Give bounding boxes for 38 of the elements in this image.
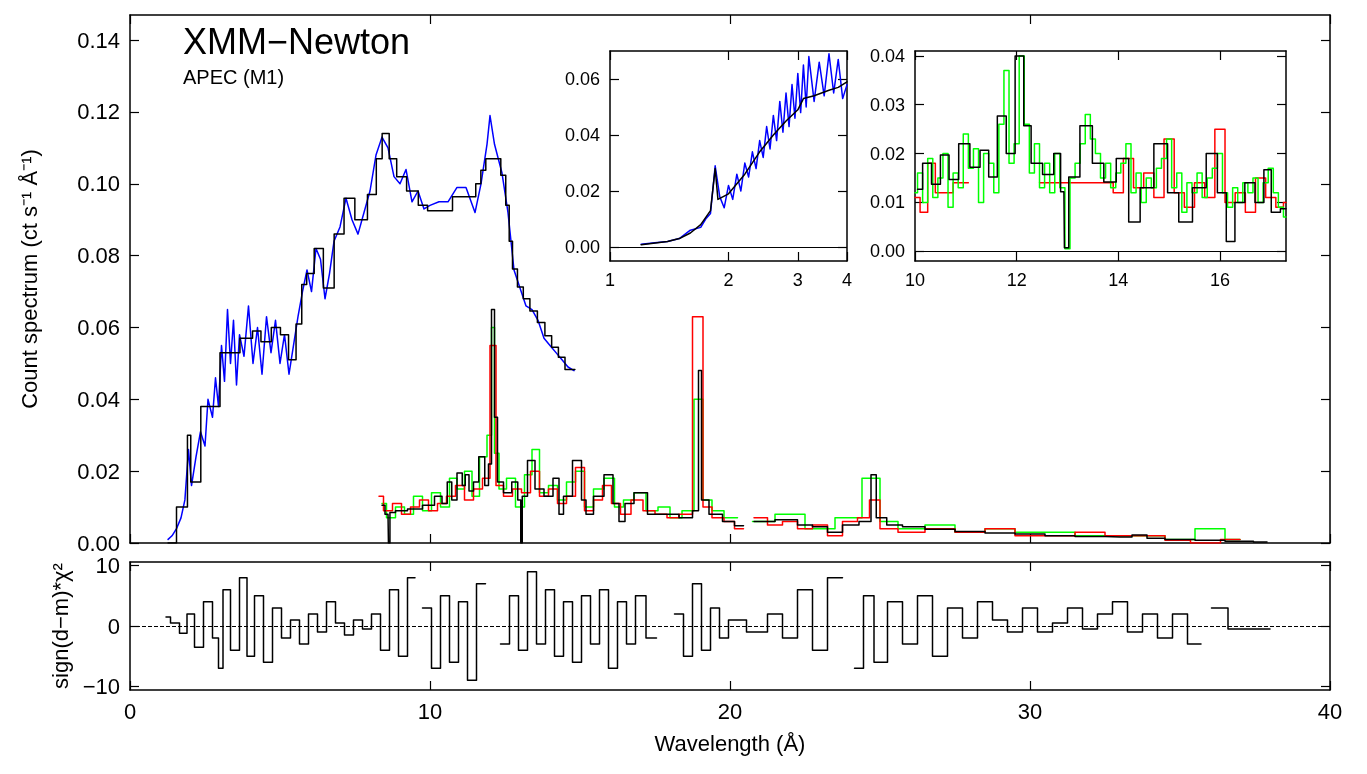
y-tick-label: 0.00 <box>77 530 120 556</box>
y-tick-label: 0 <box>107 613 120 639</box>
y-tick-label: 0.14 <box>77 27 120 53</box>
x-tick-label: 30 <box>1017 698 1043 724</box>
x-tick-label: 12 <box>1006 270 1027 290</box>
x-axis-title: Wavelength (Å) <box>654 730 806 756</box>
x-tick-label: 16 <box>1209 270 1230 290</box>
y-tick-label: 0.04 <box>77 386 120 412</box>
x-tick-label: 3 <box>792 270 803 290</box>
x-tick-label: 2 <box>723 270 734 290</box>
y-tick-label: 0.02 <box>869 143 905 164</box>
y-tick-label: 0.04 <box>564 125 600 145</box>
y-axis-title: Count spectrum (ct s⁻¹ Å⁻¹) <box>16 149 42 409</box>
y-tick-label: 0.04 <box>869 45 905 66</box>
y-tick-label: 0.00 <box>564 237 600 257</box>
x-tick-label: 4 <box>841 270 853 290</box>
x-tick-label: 14 <box>1108 270 1129 290</box>
x-tick-label: 40 <box>1317 698 1343 724</box>
y-tick-label: 0.01 <box>869 192 905 213</box>
text: APEC (M1) <box>183 66 285 88</box>
y-tick-label: 0.08 <box>77 243 120 269</box>
x-tick-label: 0 <box>123 698 137 724</box>
y-tick-label: 0.12 <box>77 99 120 125</box>
y-tick-label: 0.02 <box>564 181 600 201</box>
y-tick-label: 0.03 <box>869 94 905 115</box>
x-tick-label: 1 <box>604 270 616 290</box>
x-tick-label: 10 <box>904 270 926 290</box>
y-tick-label: 0.00 <box>869 241 905 262</box>
chart-title: XMM−Newton <box>183 20 411 62</box>
x-tick-label: 20 <box>717 698 743 724</box>
y-tick-label: 0.06 <box>564 69 600 89</box>
y-tick-label: 0.02 <box>77 458 120 484</box>
y-tick-label: 0.06 <box>77 314 120 340</box>
y-tick-label: 0.10 <box>77 171 120 197</box>
y-tick-label: 10 <box>95 553 120 579</box>
x-tick-label: 10 <box>417 698 443 724</box>
y-axis-title: sign(d−m)*χ² <box>48 563 74 689</box>
y-tick-label: −10 <box>82 673 120 699</box>
